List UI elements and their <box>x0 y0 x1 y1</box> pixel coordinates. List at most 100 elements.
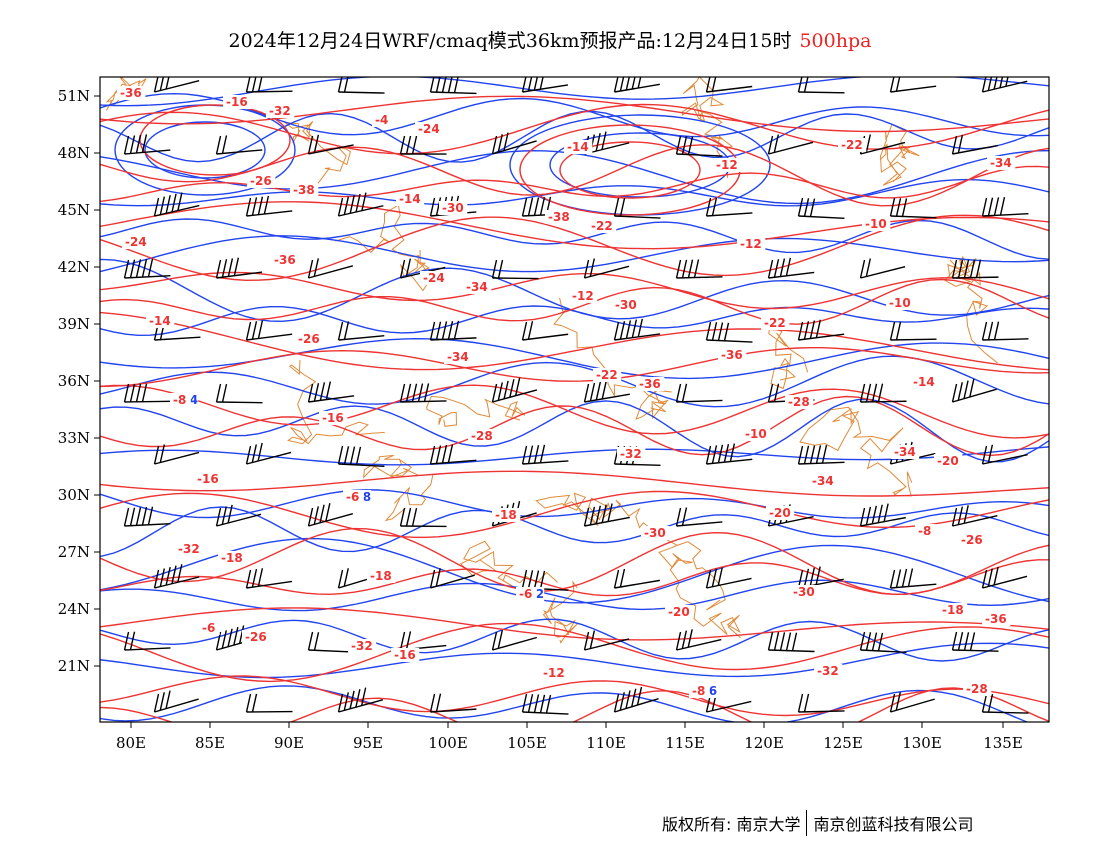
temperature-label: -16 <box>197 472 219 486</box>
wind-barb <box>521 321 569 341</box>
lon-label: 135E <box>983 734 1023 752</box>
height-contour <box>100 235 1049 273</box>
wind-barb <box>613 77 660 93</box>
temperature-label: -30 <box>644 526 666 540</box>
temperature-label: -38 <box>548 210 570 224</box>
temperature-label-bg <box>122 235 151 249</box>
temperature-label: -36 <box>721 348 743 362</box>
temperature-label: -12 <box>543 666 565 680</box>
wind-barb <box>951 259 999 279</box>
wind-barb <box>889 321 937 341</box>
height-contour <box>100 579 1049 612</box>
temperature-label-bg <box>814 664 843 678</box>
boundary-line <box>542 580 579 644</box>
height-contour <box>100 618 1049 662</box>
temperature-label-bg <box>266 104 295 118</box>
temperature-label: -22 <box>841 138 863 152</box>
temperature-label: -30 <box>615 298 637 312</box>
wind-barb <box>337 192 384 217</box>
temperature-label: -38 <box>293 183 315 197</box>
temperature-label-bg <box>838 138 867 152</box>
temperature-contour <box>100 675 1049 717</box>
wind-barb <box>675 629 722 651</box>
temperature-label-bg <box>982 612 1011 626</box>
wind-barb <box>797 693 845 713</box>
height-contour <box>100 685 1029 722</box>
temperature-label-bg <box>742 427 771 441</box>
temperature-label: -6 <box>519 587 532 601</box>
lat-label: 51N <box>58 87 90 105</box>
wind-barb <box>797 197 845 219</box>
temperature-label: -6 <box>202 621 215 635</box>
wind-barb <box>429 568 475 589</box>
temperature-contour <box>100 95 1049 133</box>
temperature-label-bg <box>348 639 377 653</box>
wind-barb <box>153 690 199 713</box>
wind-barb <box>153 444 200 465</box>
temperature-label-bg <box>915 524 936 538</box>
lat-label: 24N <box>58 600 90 618</box>
wind-barb <box>951 378 997 403</box>
lon-label: 125E <box>823 734 863 752</box>
temperature-label: -32 <box>817 664 839 678</box>
temperature-label-bg <box>636 377 665 391</box>
temperature-label-bg <box>175 542 204 556</box>
wind-barb <box>675 507 723 527</box>
temperature-label: -28 <box>788 395 810 409</box>
boundary-line <box>879 123 920 186</box>
boundary-line <box>535 492 677 546</box>
temperature-label: -34 <box>990 156 1012 170</box>
temperature-label: -10 <box>745 427 767 441</box>
wind-barb <box>521 444 569 465</box>
temperature-label-bg <box>641 526 670 540</box>
temperature-label-bg <box>367 569 396 583</box>
temperature-label-bg <box>737 237 766 251</box>
wind-barb <box>981 566 1028 589</box>
wind-barb <box>613 318 661 341</box>
wind-barb <box>153 192 200 217</box>
temperature-label-bg <box>170 393 191 407</box>
temperature-label-bg <box>790 585 819 599</box>
temperature-label: -14 <box>913 375 935 389</box>
temperature-label: -10 <box>889 296 911 310</box>
wind-barb <box>153 564 200 589</box>
wind-barb <box>889 568 937 589</box>
lon-label: 85E <box>195 734 225 752</box>
height-low-center <box>144 121 266 179</box>
height-contour <box>100 642 1049 679</box>
wind-barb <box>583 630 630 651</box>
wind-barb <box>399 135 447 155</box>
wind-barb <box>951 134 998 155</box>
temperature-label-bg <box>785 395 814 409</box>
wind-barb <box>245 693 293 713</box>
temperature-label-bg <box>343 490 364 504</box>
temperature-label-bg <box>396 192 425 206</box>
wind-barb <box>307 134 354 155</box>
wind-barb <box>245 77 293 93</box>
wind-barb <box>521 693 569 715</box>
boundary-line <box>426 395 526 427</box>
temperature-label: -12 <box>716 158 738 172</box>
lat-label: 30N <box>58 486 90 504</box>
temperature-contours <box>100 95 1049 722</box>
wind-barb <box>429 320 477 341</box>
wind-barb <box>797 319 845 341</box>
temperature-label-bg <box>689 684 710 698</box>
temperature-label-bg <box>617 447 646 461</box>
temperature-label: -30 <box>793 585 815 599</box>
boundary-line <box>944 255 998 364</box>
wind-barb <box>337 445 385 467</box>
temperature-label-bg <box>593 368 622 382</box>
temperature-contour-labels: -36 -38 -34 -36 -34 -36 -32 -30 -30 -28 -26 -26 -24 -… <box>117 86 1016 698</box>
wind-barb <box>307 503 354 527</box>
temperature-label: -16 <box>394 648 416 662</box>
wind-barb <box>951 631 999 652</box>
temperature-label: -14 <box>149 314 171 328</box>
temperature-label-bg <box>199 621 220 635</box>
lat-label: 21N <box>58 657 90 675</box>
temperature-label-bg <box>718 348 747 362</box>
lon-label: 80E <box>116 734 146 752</box>
wind-barb <box>307 631 355 653</box>
temperature-label-bg <box>958 533 987 547</box>
wind-barb <box>491 132 537 155</box>
